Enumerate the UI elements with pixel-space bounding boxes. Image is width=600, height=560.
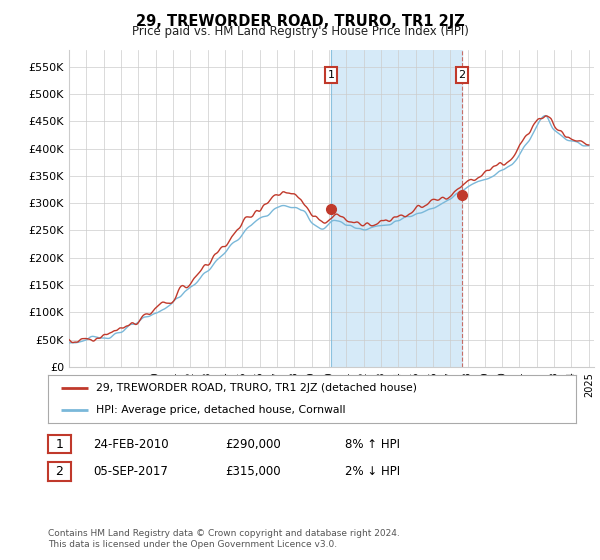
Text: 2: 2 [55,465,64,478]
Text: 8% ↑ HPI: 8% ↑ HPI [345,437,400,451]
Text: 2: 2 [458,70,466,80]
Text: HPI: Average price, detached house, Cornwall: HPI: Average price, detached house, Corn… [95,405,345,415]
Text: 05-SEP-2017: 05-SEP-2017 [93,465,168,478]
Text: Price paid vs. HM Land Registry's House Price Index (HPI): Price paid vs. HM Land Registry's House … [131,25,469,38]
Text: 1: 1 [55,437,64,451]
Text: 1: 1 [328,70,335,80]
Bar [331,50,462,367]
Text: £290,000: £290,000 [225,437,281,451]
Text: 29, TREWORDER ROAD, TRURO, TR1 2JZ (detached house): 29, TREWORDER ROAD, TRURO, TR1 2JZ (deta… [95,383,416,393]
Text: £315,000: £315,000 [225,465,281,478]
Text: 29, TREWORDER ROAD, TRURO, TR1 2JZ: 29, TREWORDER ROAD, TRURO, TR1 2JZ [136,14,464,29]
Text: 2% ↓ HPI: 2% ↓ HPI [345,465,400,478]
Text: 24-FEB-2010: 24-FEB-2010 [93,437,169,451]
Text: Contains HM Land Registry data © Crown copyright and database right 2024.
This d: Contains HM Land Registry data © Crown c… [48,529,400,549]
